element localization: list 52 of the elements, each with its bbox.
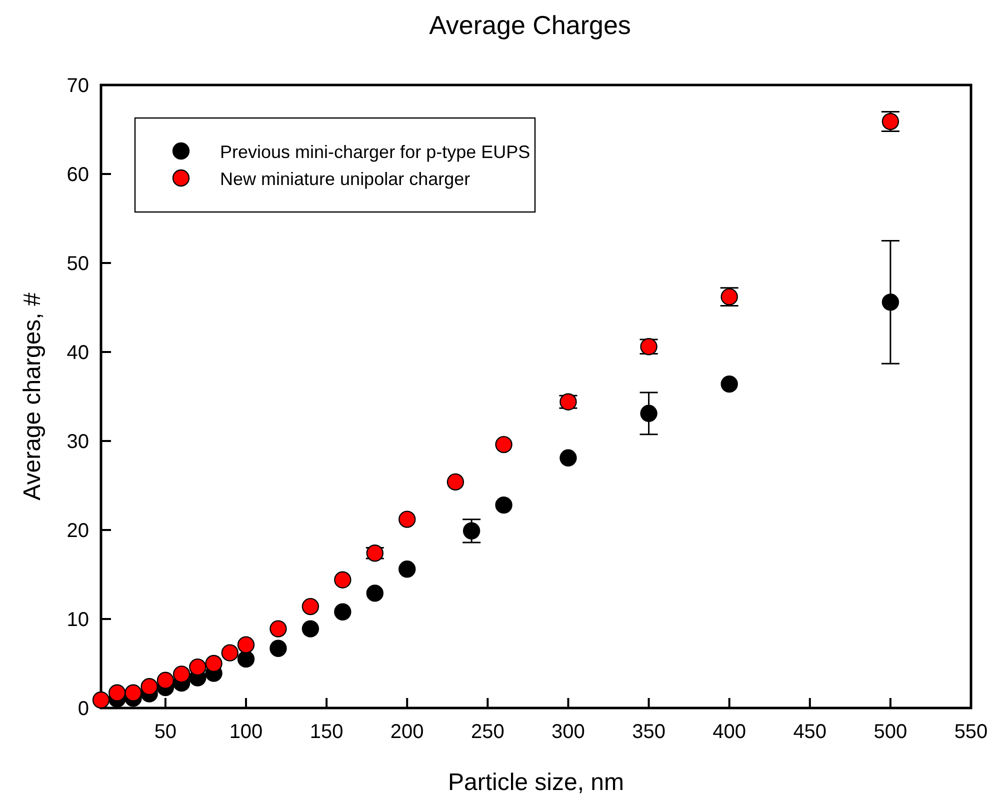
y-tick-label: 40 (66, 342, 89, 364)
point (172, 666, 190, 683)
point (237, 650, 255, 668)
y-tick-label: 10 (66, 609, 89, 631)
point (270, 640, 287, 657)
point (334, 571, 352, 588)
point (560, 449, 577, 467)
point (156, 672, 174, 690)
point (237, 636, 255, 654)
point (302, 598, 320, 616)
y-tick-label: 50 (66, 253, 89, 275)
point (495, 436, 512, 454)
point (640, 404, 658, 422)
legend-label: New miniature unipolar charger (220, 169, 470, 189)
x-tick-label: 400 (712, 721, 746, 743)
point (189, 658, 206, 676)
y-tick-label: 30 (66, 431, 89, 453)
x-tick-label: 150 (310, 721, 344, 743)
point (124, 684, 142, 702)
x-tick-label: 300 (552, 721, 585, 743)
y-tick-label: 20 (66, 520, 89, 542)
chart-title: Average Charges (429, 10, 631, 40)
point (334, 603, 352, 620)
x-axis-title: Particle size, nm (448, 769, 624, 796)
point (140, 678, 158, 696)
x-tick-label: 250 (470, 721, 504, 743)
x-tick-label: 200 (390, 721, 424, 743)
y-tick-label: 60 (66, 164, 89, 186)
point (446, 473, 464, 491)
y-axis-title: Average charges, # (19, 292, 46, 500)
point (720, 375, 738, 393)
point (270, 620, 287, 638)
point (462, 522, 480, 540)
x-tick-label: 550 (954, 721, 988, 743)
point (882, 294, 900, 311)
x-tick-label: 500 (874, 721, 908, 743)
x-tick-label: 100 (229, 721, 263, 743)
point (205, 654, 222, 672)
point (302, 620, 320, 638)
point (221, 644, 238, 662)
point (398, 510, 416, 528)
x-tick-label: 350 (632, 721, 666, 743)
x-tick-label: 50 (154, 721, 177, 743)
y-tick-label: 0 (78, 698, 89, 720)
point (366, 584, 384, 602)
point (92, 691, 110, 709)
x-tick-label: 450 (793, 721, 827, 743)
y-tick-label: 70 (66, 75, 89, 97)
point (108, 684, 126, 702)
point (398, 560, 416, 578)
legend-label: Previous mini-charger for p-type EUPS (220, 142, 530, 162)
point (495, 496, 512, 514)
